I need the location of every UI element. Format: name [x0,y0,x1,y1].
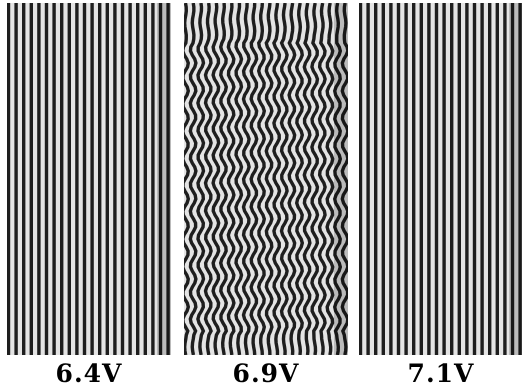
stripe-line [203,3,213,355]
stripe-line [196,3,206,355]
voltage-label-6.9v: 6.9V [232,359,300,388]
stripe-line [302,3,312,355]
stripe-line [241,3,251,355]
stripe-line [287,3,297,355]
micrograph-panel-6.9v [184,3,348,355]
stripe-line [226,3,236,355]
stripe-line [188,3,198,355]
stripe-line [332,3,343,355]
stripe-line [317,3,327,355]
stripe-line [211,3,221,355]
voltage-label-6.4v: 6.4V [55,359,123,388]
stripe-line [264,3,274,355]
stripe-line [272,3,282,355]
voltage-label-7.1v: 7.1V [407,359,475,388]
micrograph-panel-7.1v [359,3,522,355]
stripe-line [279,3,289,355]
stripe-line [310,3,320,355]
edge-shade [334,3,348,355]
edge-shade [509,3,522,355]
stripe-pattern-6.9v [184,3,348,355]
edge-shade [157,3,171,355]
stripe-line [249,3,259,355]
stripe-line [184,3,191,355]
micrograph-panel-6.4v [7,3,171,355]
stripe-line [256,3,267,355]
stripe-line [325,3,335,355]
stripe-line [234,3,244,355]
stripe-line [218,3,229,355]
stripe-line [340,3,348,355]
stripe-pattern-6.4v [7,3,171,355]
panel-background [359,3,522,355]
stripe-line [294,3,305,355]
stripe-pattern-7.1v [359,3,522,355]
